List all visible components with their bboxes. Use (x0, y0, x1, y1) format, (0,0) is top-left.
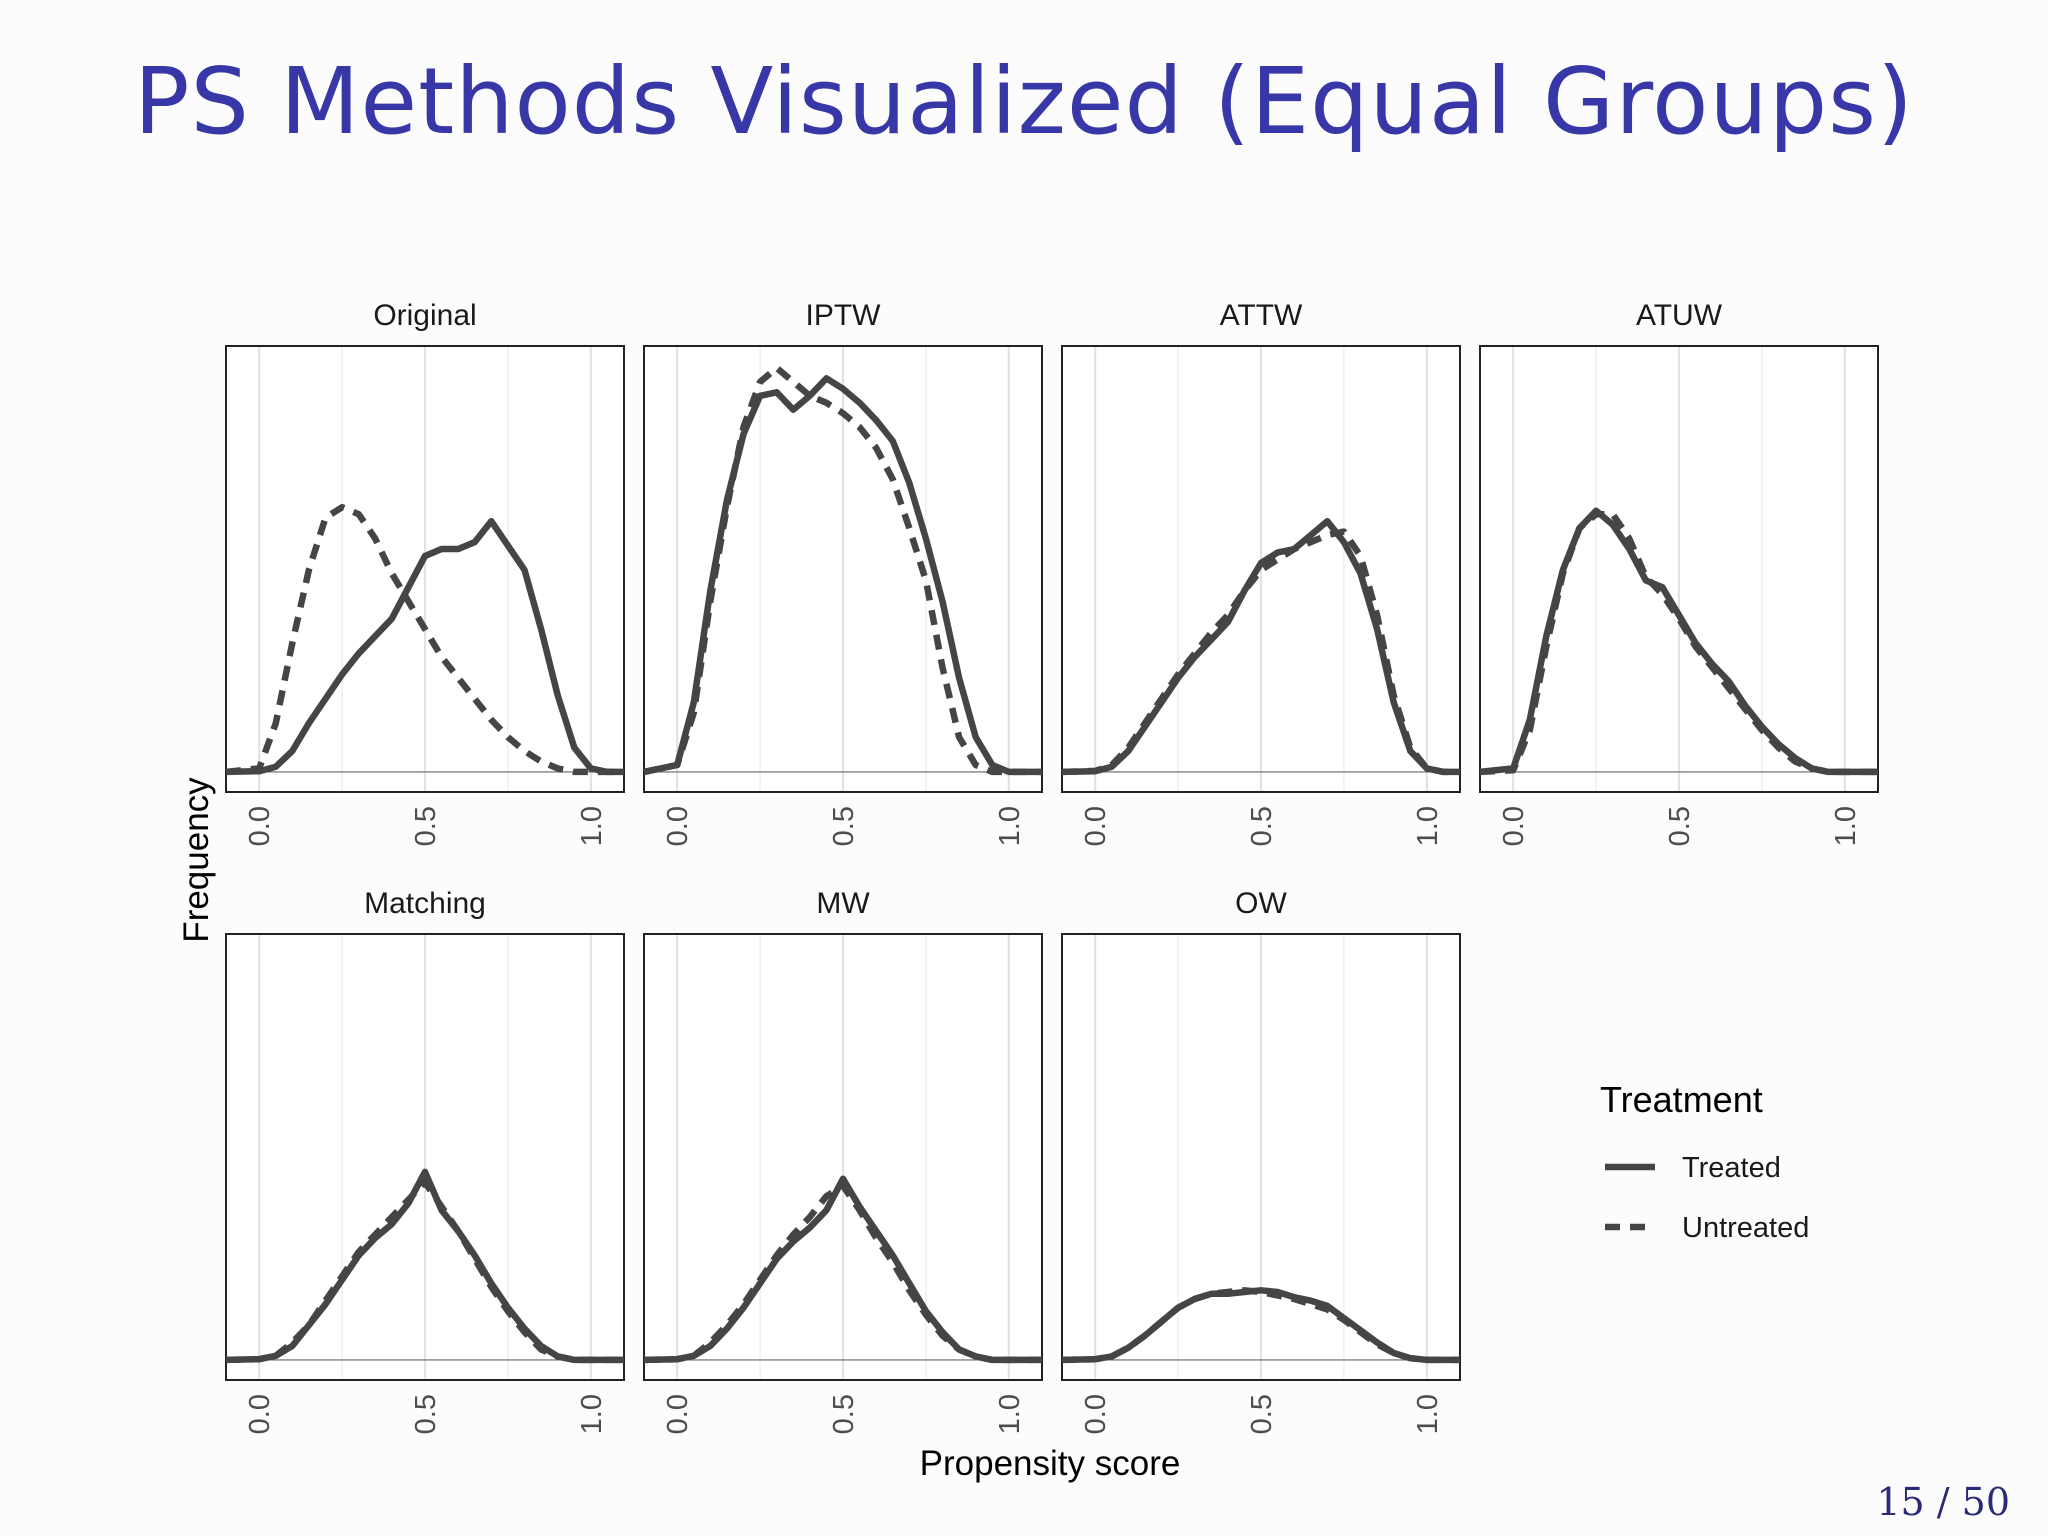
x-tick-label: 0.0 (244, 1394, 276, 1434)
panels-layer: Original 0.0 0.5 1.0 IPTW 0.0 0.5 1.0 ATTW 0.0 0.5… (225, 299, 1879, 1434)
panel-title: ATUW (1636, 299, 1723, 332)
series-line-untreated (225, 503, 624, 776)
panel-title: ATTW (1220, 299, 1303, 332)
panel-title: OW (1235, 887, 1287, 920)
series-line-untreated (1061, 1287, 1460, 1364)
x-tick-label: 0.5 (410, 1394, 442, 1434)
series-line-untreated (643, 1182, 1042, 1364)
slide-title: PS Methods Visualized (Equal Groups) (134, 48, 1914, 155)
series-line-untreated (1061, 528, 1460, 776)
series-line-treated (225, 517, 624, 776)
panel-matching: Matching 0.0 0.5 1.0 (225, 887, 625, 1434)
x-tick-label: 0.5 (1246, 806, 1278, 846)
series-line-untreated (225, 1179, 624, 1364)
legend-label-treated: Treated (1682, 1152, 1781, 1184)
x-tick-label: 1.0 (1412, 1394, 1444, 1434)
x-tick-label: 0.5 (1246, 1394, 1278, 1434)
panel-iptw: IPTW 0.0 0.5 1.0 (643, 299, 1043, 846)
x-tick-label: 0.0 (244, 806, 276, 846)
legend: Treatment Treated Untreated (1600, 1079, 1809, 1244)
x-tick-label: 1.0 (576, 1394, 608, 1434)
x-tick-label: 0.0 (1080, 1394, 1112, 1434)
x-tick-label: 1.0 (994, 1394, 1026, 1434)
x-tick-label: 0.5 (410, 806, 442, 846)
panel-title: Original (373, 299, 476, 332)
panel-title: Matching (364, 887, 486, 920)
panel-title: IPTW (806, 299, 882, 332)
panel-attw: ATTW 0.0 0.5 1.0 (1061, 299, 1461, 846)
series-line-untreated (1479, 510, 1878, 776)
series-line-untreated (643, 364, 1042, 776)
x-tick-label: 0.0 (662, 1394, 694, 1434)
panel-ow: OW 0.0 0.5 1.0 (1061, 887, 1461, 1434)
panel-atuw: ATUW 0.0 0.5 1.0 (1479, 299, 1879, 846)
panel-title: MW (816, 887, 870, 920)
x-tick-label: 0.5 (828, 1394, 860, 1434)
x-tick-label: 0.0 (1080, 806, 1112, 846)
x-tick-label: 1.0 (1412, 806, 1444, 846)
panel-mw: MW 0.0 0.5 1.0 (643, 887, 1043, 1434)
x-tick-label: 0.5 (828, 806, 860, 846)
page-number: 15 / 50 (1876, 1480, 2010, 1524)
y-axis-title: Frequency (177, 777, 216, 943)
x-tick-label: 1.0 (994, 806, 1026, 846)
x-tick-label: 1.0 (576, 806, 608, 846)
x-tick-label: 0.0 (1498, 806, 1530, 846)
x-tick-label: 1.0 (1830, 806, 1862, 846)
x-tick-label: 0.5 (1664, 806, 1696, 846)
x-axis-title: Propensity score (920, 1444, 1181, 1483)
legend-title: Treatment (1600, 1079, 1763, 1120)
panel-original: Original 0.0 0.5 1.0 (225, 299, 625, 846)
x-tick-label: 0.0 (662, 806, 694, 846)
legend-label-untreated: Untreated (1682, 1212, 1809, 1244)
